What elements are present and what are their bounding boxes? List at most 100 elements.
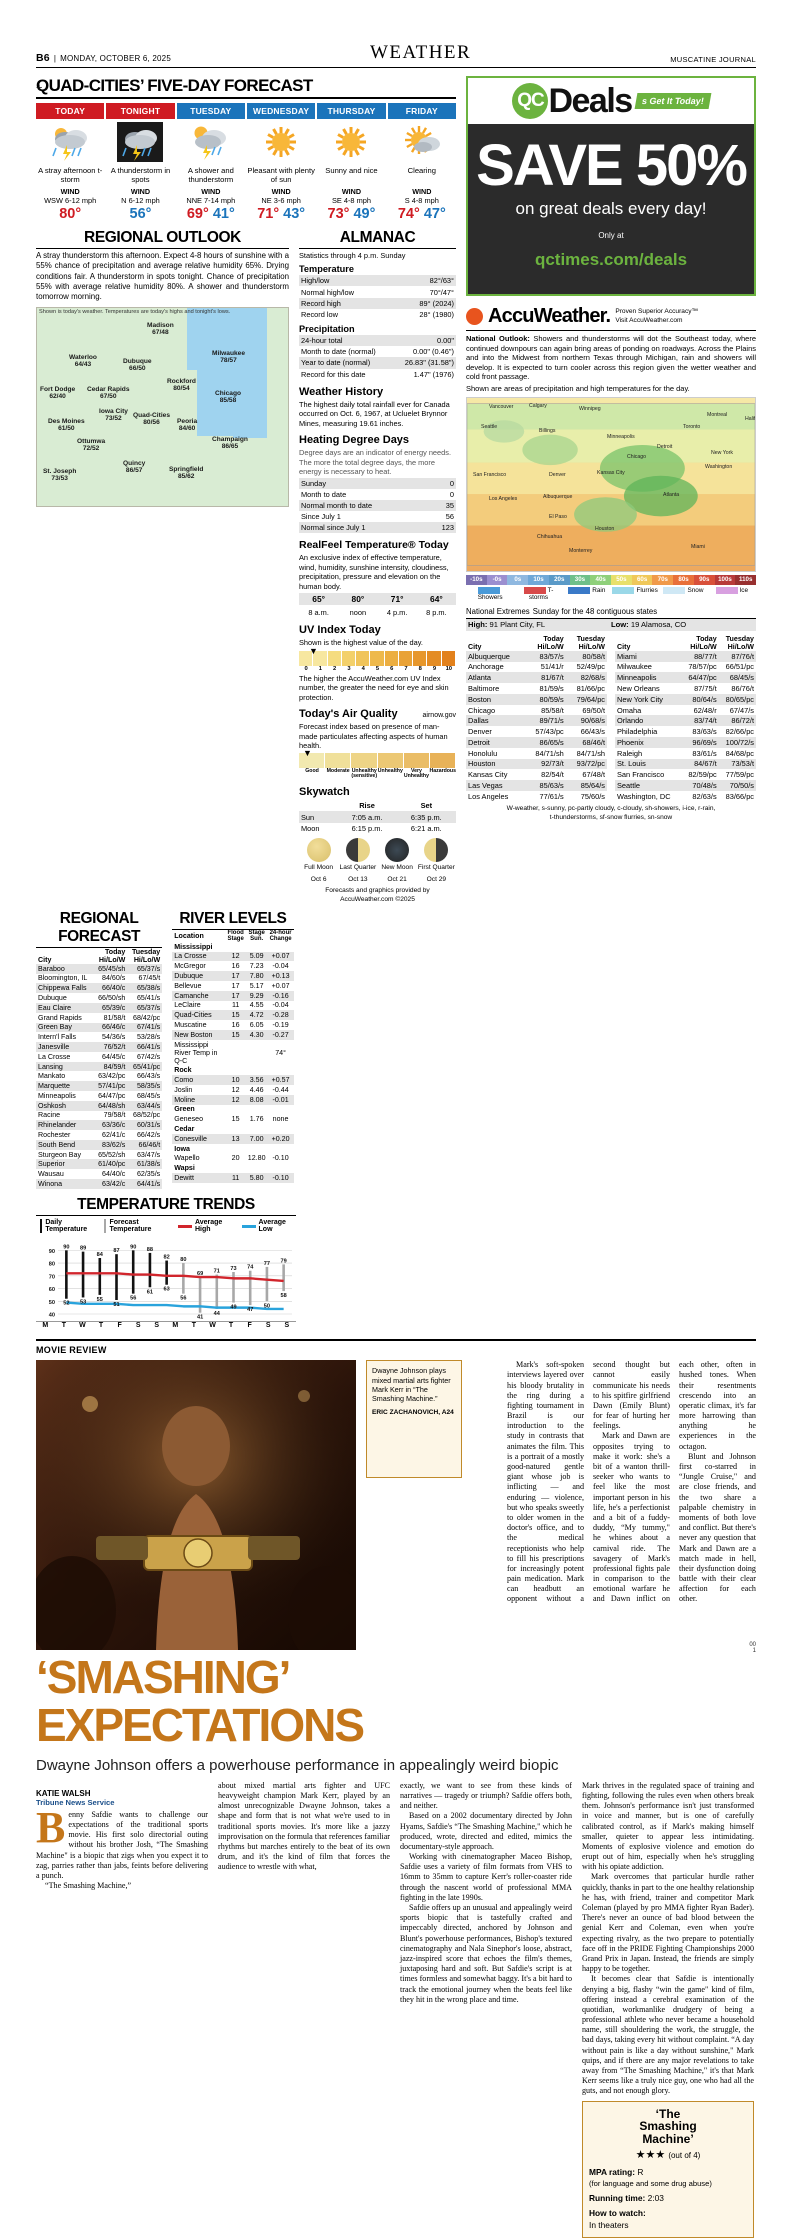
regional-map-note: Shown is today's weather. Temperatures a… bbox=[39, 308, 231, 315]
city-forecast-value: 70/48/s bbox=[681, 780, 719, 791]
uv-tick: 1 bbox=[318, 665, 323, 672]
info-runtime: Running time: 2:03 bbox=[589, 2193, 747, 2204]
row-value: 0.00" (0.46") bbox=[413, 347, 454, 357]
map-label-vancouver: Vancouver bbox=[489, 403, 514, 410]
map-city-peoria: Peoria 84/60 bbox=[177, 418, 197, 433]
forecast-value: 61/38/s bbox=[127, 1159, 163, 1170]
table-row: Omaha 62/48/r 67/47/s bbox=[615, 705, 756, 716]
review-paragraph: exactly, we want to see from these kinds… bbox=[400, 1780, 572, 1811]
temp-high: 80° bbox=[59, 206, 82, 223]
city-name: Anchorage bbox=[468, 662, 504, 672]
chart-low-label: 47 bbox=[247, 1307, 253, 1313]
map-city-chicago: Chicago 85/58 bbox=[215, 390, 241, 405]
city-forecast-value: 84/71/sh bbox=[535, 748, 564, 758]
thunderstorm-icon bbox=[36, 119, 104, 165]
precip-legend-showers: Showers bbox=[466, 586, 514, 601]
map-city-temp: 85/58 bbox=[219, 396, 237, 404]
city-name: Los Angeles bbox=[468, 791, 509, 801]
info-title-1: ‘The bbox=[655, 2106, 681, 2121]
skywatch-head: Skywatch bbox=[299, 786, 350, 799]
temp-high: 73° bbox=[327, 206, 350, 222]
table-row: Bloomington, IL 84/60/s 67/45/t bbox=[36, 974, 162, 984]
map-city-milwaukee: Milwaukee 78/57 bbox=[212, 350, 245, 365]
forecast-day-label: FRIDAY bbox=[387, 103, 456, 119]
forecast-day-tonight: TONIGHT A thunderstorm in spots WIND N 6-12… bbox=[106, 103, 175, 222]
drop-cap: B bbox=[36, 1802, 66, 1852]
regional-forecast-title: REGIONAL FORECAST bbox=[36, 910, 163, 948]
table-row: Baraboo 65/45/sh 65/37/s bbox=[36, 963, 163, 974]
ct-city-head: City bbox=[468, 642, 482, 651]
forecast-day-label: TUESDAY bbox=[176, 103, 245, 119]
row-value: 1.47" (1976) bbox=[413, 369, 454, 379]
row-label: Record low bbox=[301, 309, 338, 319]
city-forecast-value: 82/68/s bbox=[565, 672, 607, 684]
advertisement[interactable]: QC Deals s Get It Today! SAVE 50% on gre… bbox=[466, 76, 756, 296]
clearing-icon bbox=[388, 119, 456, 165]
table-row: Raleigh 83/61/s 84/68/pc bbox=[615, 748, 756, 759]
runtime-value: 2:03 bbox=[647, 2192, 664, 2203]
sky-col-head bbox=[299, 800, 337, 811]
legend-swatch-icon bbox=[663, 586, 686, 594]
national-outlook-text: Showers and thunderstorms will dot the S… bbox=[466, 334, 756, 382]
map-city-name: Iowa City bbox=[99, 407, 128, 415]
rl-stage-head: Stage Sun. bbox=[248, 929, 265, 942]
city-name: Phoenix bbox=[615, 737, 682, 748]
ad-flag-badge: s Get It Today! bbox=[634, 93, 711, 109]
national-outlook: National Outlook: Showers and thundersto… bbox=[466, 334, 756, 382]
ad-url-link[interactable]: qctimes.com/deals bbox=[534, 250, 688, 269]
uv-tick: 9 bbox=[432, 665, 437, 672]
map-city-name: Milwaukee bbox=[212, 349, 245, 357]
city-name: Detroit bbox=[466, 737, 525, 748]
page-number: B6 bbox=[36, 52, 50, 64]
precip-legend-flurries: Flurries bbox=[611, 586, 659, 601]
masthead-divider: | bbox=[53, 54, 57, 63]
map-city-name: Peoria bbox=[177, 417, 198, 425]
map-label-houston: Houston bbox=[595, 525, 615, 532]
map-label-chihuahua: Chihuahua bbox=[537, 533, 563, 540]
city-name: Racine bbox=[38, 1111, 61, 1120]
river-group: Green bbox=[172, 1104, 294, 1115]
city-forecast-value: 81/66/pc bbox=[576, 683, 605, 693]
uv-segment bbox=[413, 650, 428, 666]
table-row: Conesville 13 7.00 +0.20 bbox=[172, 1133, 294, 1144]
star-note: (out of 4) bbox=[668, 2151, 701, 2161]
ct-blank bbox=[466, 635, 525, 643]
ct-sub-2: Hi/Lo/W bbox=[727, 642, 754, 651]
forecast-day-thursday: THURSDAY Sunny and nice WIND SE 4-8 mph 73° … bbox=[317, 103, 386, 222]
table-row: Green Bay 66/46/c 67/41/s bbox=[36, 1022, 163, 1033]
forecast-value: 65/38/s bbox=[127, 983, 163, 994]
row-value: 0 bbox=[449, 489, 454, 499]
table-row: Record high 89° (2024) bbox=[299, 297, 456, 309]
realfeel-value: 65° bbox=[312, 594, 325, 605]
city-name: Chippewa Falls bbox=[36, 983, 94, 994]
star-glyphs: ★★★ bbox=[635, 2149, 666, 2162]
table-row: Kansas City 82/54/t 67/48/t bbox=[466, 769, 607, 780]
river-location: Mississippi River Temp in Q-C bbox=[174, 1040, 218, 1065]
moon-disc-icon bbox=[424, 838, 449, 863]
table-row: Houston 92/73/t 93/72/pc bbox=[466, 758, 607, 770]
legend-daily-label: Daily Temperature bbox=[45, 1218, 88, 1234]
map-label-washington: Washington bbox=[705, 463, 733, 470]
national-extremes-head: National Extremes Sunday for the 48 cont… bbox=[466, 605, 756, 619]
forecast-description: Sunny and nice bbox=[325, 166, 378, 175]
table-row: Month to date 0 bbox=[299, 489, 456, 500]
crop-mark-left: + bbox=[36, 82, 43, 94]
river-group-name: Iowa bbox=[172, 1143, 294, 1154]
movie-headline-line1: ‘SMASHING’ bbox=[36, 1651, 291, 1704]
map-city-temp: 67/48 bbox=[152, 328, 169, 336]
map-label-winnipeg: Winnipeg bbox=[579, 405, 601, 412]
chart-y-tick: 80 bbox=[49, 1262, 55, 1268]
rl-location-head: Location bbox=[174, 931, 204, 940]
river-value: -0.19 bbox=[272, 1020, 289, 1029]
moon-disc-icon bbox=[385, 838, 410, 863]
river-location: Dubuque bbox=[174, 972, 204, 981]
row-value: 89° (2024) bbox=[392, 297, 456, 309]
paper-name: MUSCATINE JOURNAL bbox=[670, 55, 756, 64]
row-value: 35 bbox=[427, 499, 456, 512]
forecast-description: A shower and thunderstorm bbox=[187, 166, 234, 185]
river-group-name: Cedar bbox=[172, 1124, 294, 1134]
moon-phase-date: Oct 13 bbox=[348, 875, 368, 883]
moon-phase-new: New Moon bbox=[378, 838, 417, 872]
river-value: -0.01 bbox=[272, 1095, 289, 1104]
masthead-left: B6 | MONDAY, OCTOBER 6, 2025 bbox=[36, 52, 171, 64]
